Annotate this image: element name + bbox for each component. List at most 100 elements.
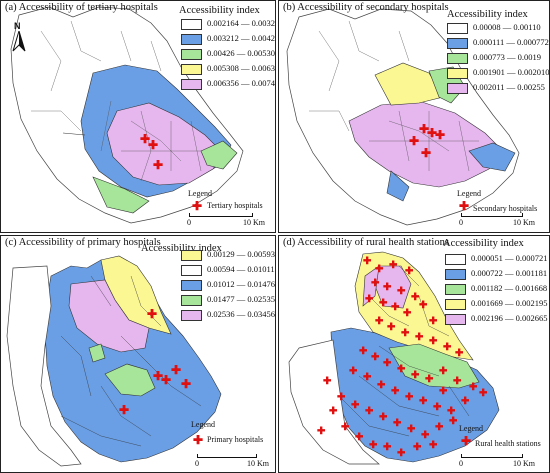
marker-legend-icon: ✚	[459, 199, 470, 213]
map-tertiary	[10, 6, 244, 224]
panel-d: (d) Accessibility of rural health statio…	[278, 235, 550, 473]
scale-start: 0	[459, 218, 463, 227]
rural-station-marker: ✚	[371, 352, 380, 363]
rural-station-marker: ✚	[411, 370, 420, 381]
hospital-marker: ✚	[153, 158, 164, 172]
marker-legend-icon: ✚	[461, 434, 472, 448]
legend-swatch	[181, 79, 202, 90]
legend-title: Accessibility index	[141, 243, 222, 254]
rural-station-marker: ✚	[433, 402, 442, 413]
legend-range: 0.00129 — 0.00593	[207, 249, 275, 259]
legend-range: 0.00594 — 0.01011	[207, 264, 275, 274]
legend-range: 0.002164 — 0.003211	[207, 18, 276, 28]
legend-range: 0.01012 — 0.01476	[207, 279, 275, 289]
marker-legend-icon: ✚	[192, 199, 203, 213]
rural-station-marker: ✚	[397, 286, 406, 297]
scale-end: 10 Km	[513, 459, 535, 468]
rural-station-marker: ✚	[323, 376, 332, 387]
legend-swatch	[445, 284, 466, 295]
panel-title: (c) Accessibility of primary hospitals	[5, 237, 161, 248]
rural-station-marker: ✚	[363, 372, 372, 383]
legend-title: Accessibility index	[179, 5, 260, 16]
legend-range: 0.002196 — 0.002665	[471, 313, 548, 323]
legend-range: 0.002011 — 0.00255	[473, 82, 545, 92]
hospital-marker: ✚	[119, 403, 130, 417]
rural-station-marker: ✚	[389, 260, 398, 271]
scale-bar-line	[189, 213, 253, 217]
rural-station-marker: ✚	[403, 308, 412, 319]
legend-swatch	[445, 299, 466, 310]
map-secondary	[286, 8, 520, 226]
hospital-marker: ✚	[409, 134, 420, 148]
rural-station-marker: ✚	[421, 430, 430, 441]
rural-station-marker: ✚	[453, 376, 462, 387]
legend-title: Accessibility index	[443, 238, 524, 249]
hospital-marker: ✚	[140, 132, 151, 146]
marker-legend-title: Legend	[459, 424, 483, 433]
hospital-marker: ✚	[148, 138, 159, 152]
legend-swatch	[447, 23, 468, 34]
rural-station-marker: ✚	[479, 388, 488, 399]
rural-station-marker: ✚	[411, 292, 420, 303]
map-rural	[288, 251, 500, 465]
rural-station-marker: ✚	[383, 358, 392, 369]
rural-station-marker: ✚	[401, 328, 410, 339]
north-label: N	[14, 21, 21, 31]
rural-station-marker: ✚	[371, 278, 380, 289]
panel-title: (a) Accessibility of tertiary hospitals	[5, 2, 158, 13]
legend-swatch	[447, 83, 468, 94]
legend-swatch	[181, 19, 202, 30]
hospital-marker: ✚	[419, 122, 430, 136]
hospital-marker: ✚	[427, 126, 438, 140]
rural-station-marker: ✚	[349, 366, 358, 377]
rural-station-marker: ✚	[407, 424, 416, 435]
rural-station-marker: ✚	[379, 298, 388, 309]
legend-range: 0.01477 — 0.02535	[207, 294, 275, 304]
legend-swatch	[181, 310, 202, 321]
marker-legend-label: Tertiary hospitals	[207, 201, 263, 210]
rural-station-marker: ✚	[439, 366, 448, 377]
legend-range: 0.000722 — 0.001181	[471, 268, 548, 278]
rural-station-marker: ✚	[415, 332, 424, 343]
legend-swatch	[447, 38, 468, 49]
legend-swatch	[445, 314, 466, 325]
rural-station-marker: ✚	[393, 418, 402, 429]
scale-end: 10 Km	[247, 459, 269, 468]
hospital-marker: ✚	[421, 146, 432, 160]
marker-legend-icon: ✚	[193, 433, 204, 447]
hospital-marker: ✚	[435, 128, 446, 142]
legend-swatch	[181, 64, 202, 75]
rural-station-marker: ✚	[397, 448, 406, 459]
rural-station-marker: ✚	[387, 322, 396, 333]
legend-range: 0.02536 — 0.03456	[207, 309, 275, 319]
legend-range: 0.003212 — 0.004259	[207, 33, 276, 43]
rural-station-marker: ✚	[359, 346, 368, 357]
panel-c: (c) Accessibility of primary hospitals A…	[0, 235, 276, 473]
scale-bar-line	[461, 213, 523, 217]
legend-swatch	[447, 68, 468, 79]
rural-station-marker: ✚	[413, 442, 422, 453]
marker-legend-label: Rural health stations	[475, 439, 541, 448]
rural-station-marker: ✚	[469, 382, 478, 393]
rural-station-marker: ✚	[375, 316, 384, 327]
rural-station-marker: ✚	[439, 386, 448, 397]
panel-title: (b) Accessibility of secondary hospitals	[283, 2, 449, 13]
panel-title: (d) Accessibility of rural health statio…	[283, 237, 449, 248]
north-arrow-icon	[12, 31, 26, 52]
marker-legend-title: Legend	[191, 420, 215, 429]
legend-swatch	[181, 34, 202, 45]
rural-station-marker: ✚	[405, 392, 414, 403]
rural-station-marker: ✚	[429, 316, 438, 327]
rural-station-marker: ✚	[461, 396, 470, 407]
rural-station-marker: ✚	[435, 422, 444, 433]
hospital-marker: ✚	[181, 377, 192, 391]
map-primary	[6, 255, 222, 467]
rural-station-marker: ✚	[405, 266, 414, 277]
rural-station-marker: ✚	[365, 406, 374, 417]
rural-station-marker: ✚	[365, 294, 374, 305]
legend-range: 0.005308 — 0.006355	[207, 63, 276, 73]
rural-station-marker: ✚	[429, 336, 438, 347]
rural-station-marker: ✚	[391, 386, 400, 397]
legend-swatch	[181, 250, 202, 261]
hospital-marker: ✚	[161, 373, 172, 387]
